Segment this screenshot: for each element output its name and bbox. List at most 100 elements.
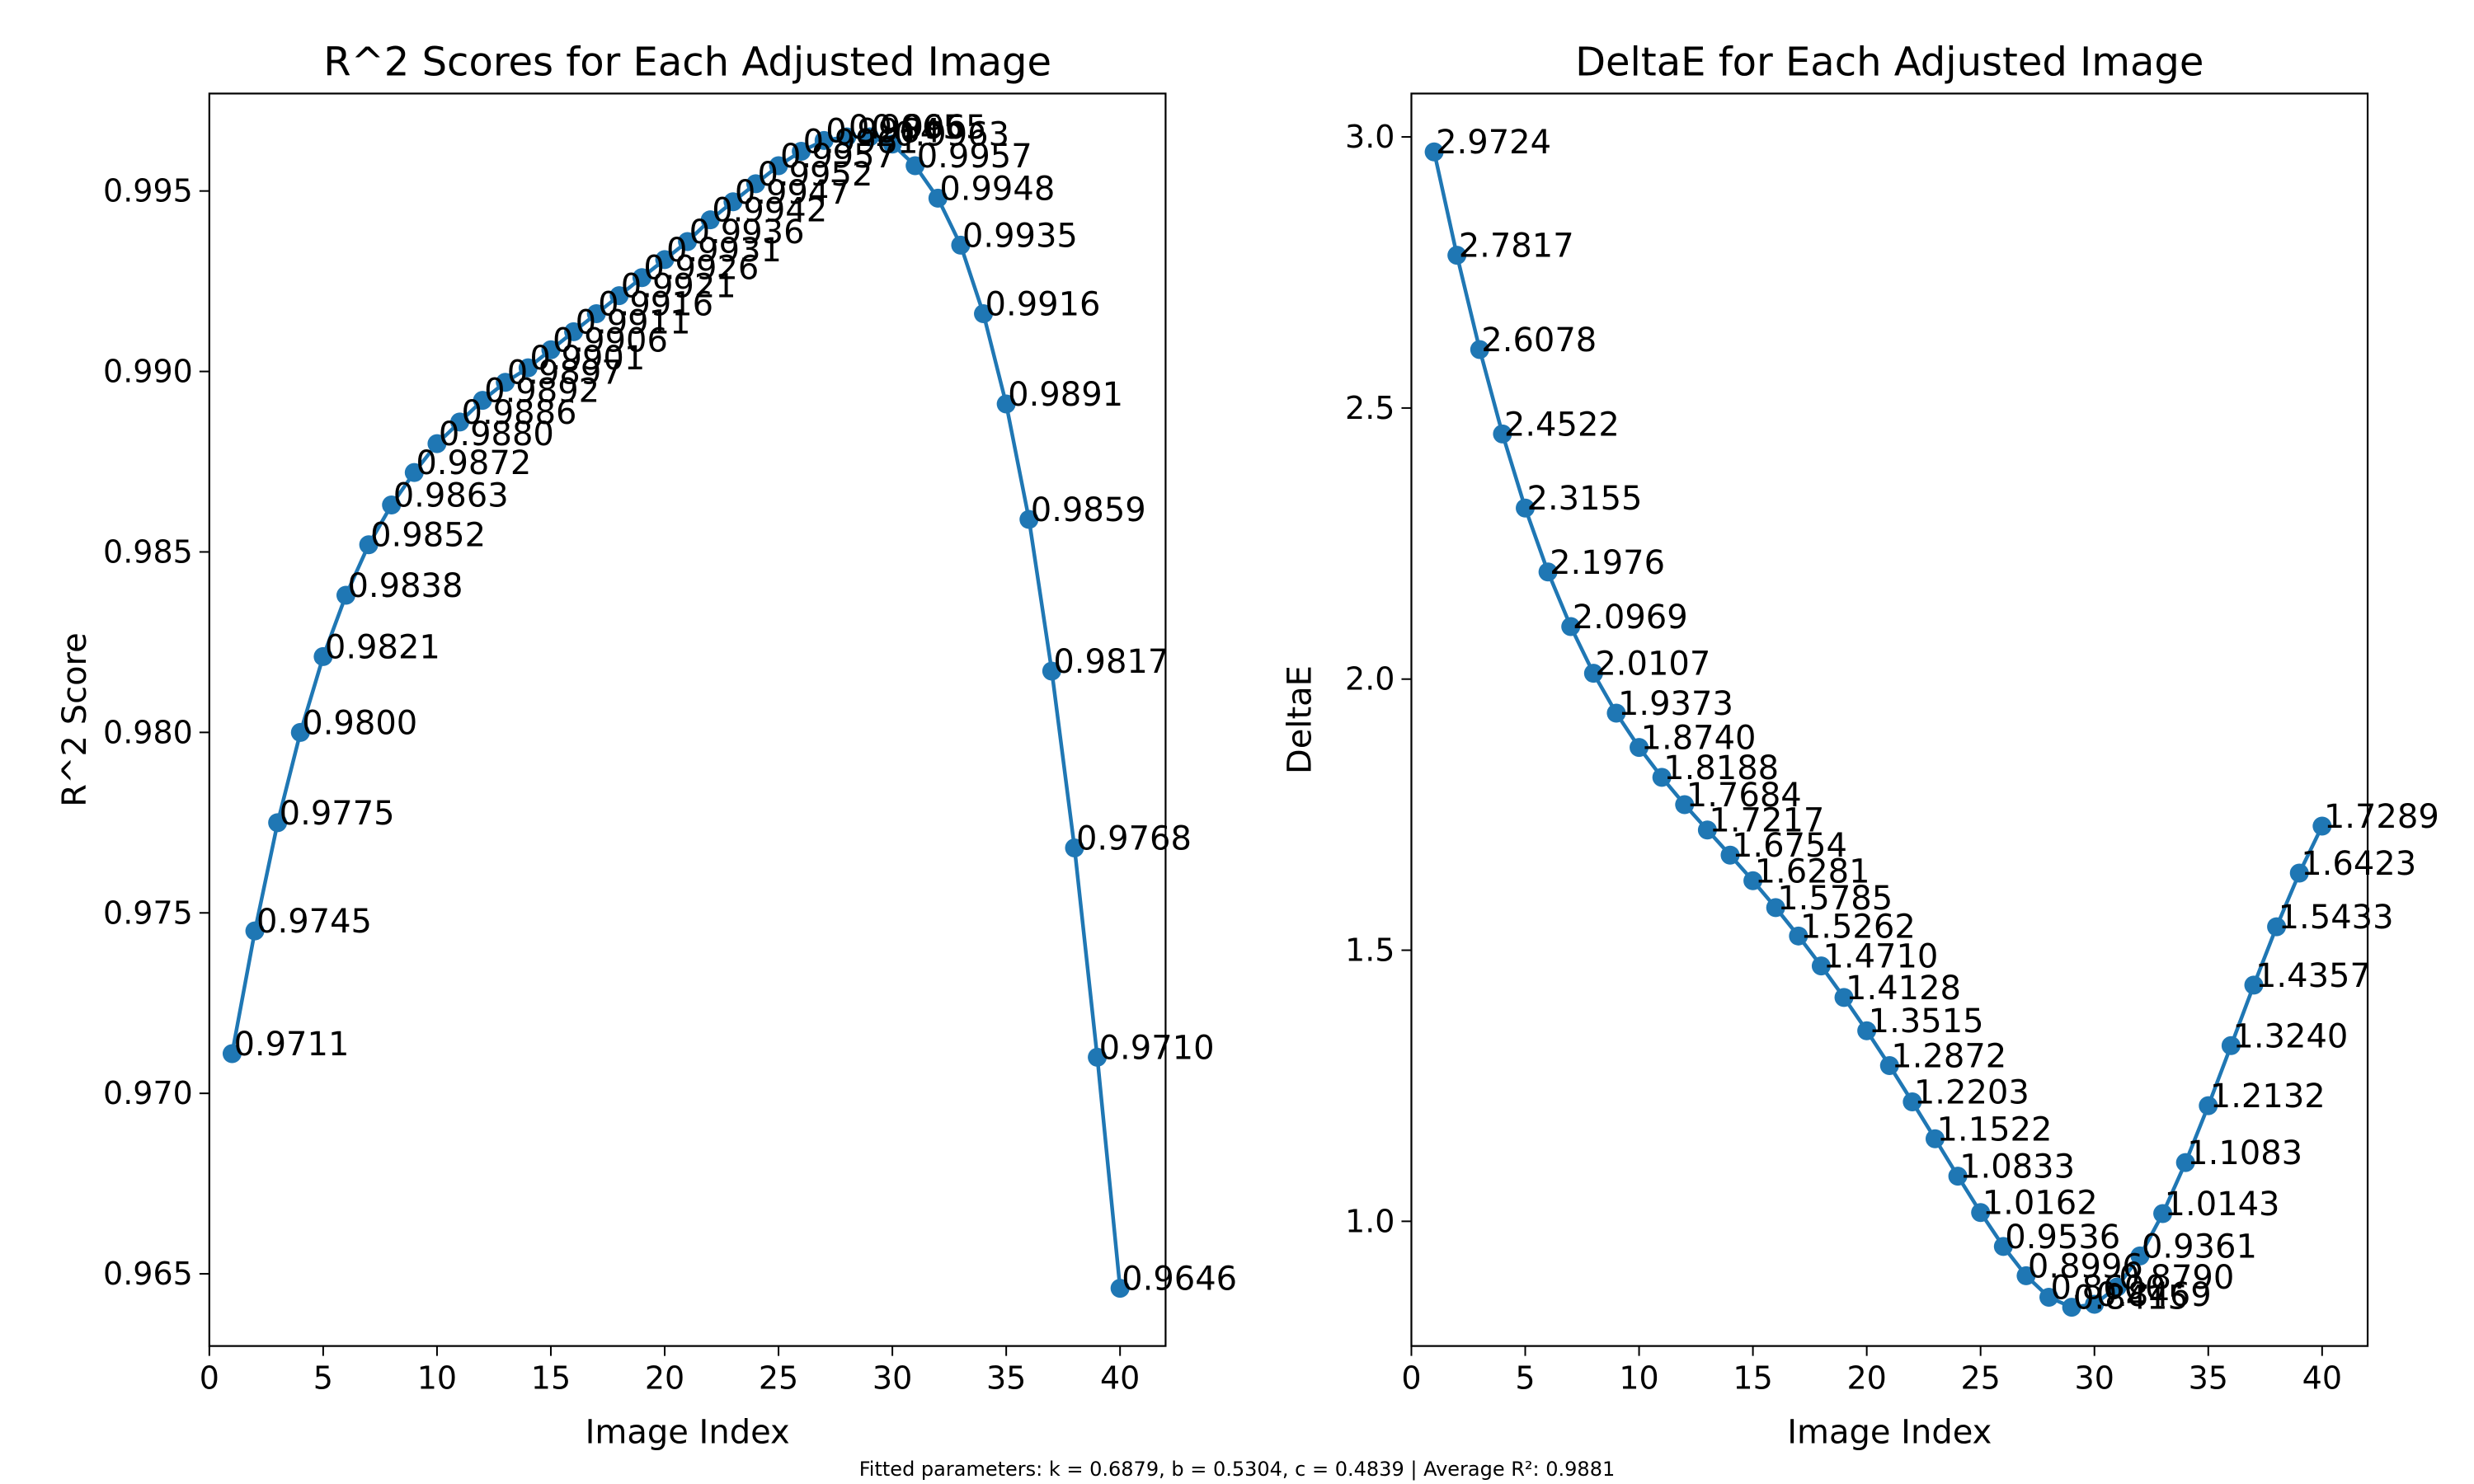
data-point	[859, 127, 879, 147]
x-tick-label: 5	[1515, 1360, 1535, 1397]
y-tick-label: 1.5	[1345, 932, 1395, 969]
data-label: 0.8996	[2028, 1247, 2143, 1285]
data-label: 0.8790	[2119, 1259, 2234, 1297]
data-point	[1630, 738, 1649, 758]
data-point	[996, 394, 1016, 414]
y-tick-label: 0.990	[103, 354, 193, 390]
data-label: 1.5785	[1777, 880, 1893, 918]
data-point	[2175, 1153, 2195, 1172]
data-label: 0.9745	[256, 903, 372, 941]
data-label: 1.2872	[1891, 1037, 2006, 1075]
x-tick-label: 35	[2189, 1360, 2228, 1397]
series-line	[230, 134, 1122, 1289]
data-label: 0.9838	[347, 567, 463, 605]
data-label: 0.9926	[643, 250, 759, 288]
data-point	[1583, 664, 1603, 683]
data-point	[655, 250, 675, 270]
data-label: 1.0162	[1982, 1185, 2098, 1223]
data-label: 0.9859	[1031, 491, 1146, 529]
x-tick-label: 0	[200, 1360, 219, 1397]
data-label: 0.9916	[985, 286, 1101, 324]
data-point	[473, 391, 492, 411]
data-label: 2.4522	[1504, 406, 1620, 444]
axes-frame	[208, 92, 1167, 1347]
data-label: 0.9936	[689, 214, 805, 251]
data-point	[1720, 845, 1740, 865]
data-point	[928, 188, 948, 208]
data-label: 0.9965	[849, 109, 964, 147]
data-label: 0.9872	[416, 444, 531, 482]
data-label: 0.9646	[1122, 1261, 1237, 1298]
data-point	[427, 434, 447, 453]
data-point	[1675, 795, 1695, 815]
data-label: 0.9892	[484, 373, 600, 411]
fitted-parameters-footer: Fitted parameters: k = 0.6879, b = 0.530…	[859, 1458, 1616, 1481]
data-point	[586, 304, 606, 324]
data-point	[382, 495, 402, 515]
data-point	[2130, 1246, 2150, 1266]
data-point	[974, 304, 994, 324]
x-tick-label: 40	[2302, 1360, 2342, 1397]
data-point	[1447, 246, 1467, 265]
data-label: 0.9965	[871, 109, 986, 147]
data-label: 0.9817	[1053, 643, 1169, 681]
x-tick-label: 30	[872, 1360, 912, 1397]
data-label: 1.1522	[1936, 1111, 2052, 1148]
y-tick-label: 0.985	[103, 533, 193, 570]
data-point	[1088, 1047, 1108, 1067]
data-point	[450, 412, 470, 432]
data-point	[2039, 1287, 2059, 1307]
data-point	[1903, 1092, 1922, 1111]
y-tick-label: 2.0	[1345, 661, 1395, 697]
data-label: 1.9373	[1618, 685, 1733, 723]
data-label: 0.9710	[1099, 1029, 1215, 1067]
data-point	[1110, 1279, 1130, 1298]
data-label: 0.9800	[302, 704, 417, 742]
data-label: 1.4357	[2255, 957, 2371, 995]
data-label: 0.8415	[2073, 1280, 2189, 1317]
data-point	[1470, 340, 1489, 359]
data-point	[905, 156, 925, 176]
data-point	[769, 156, 788, 176]
data-point	[1834, 988, 1854, 1007]
data-point	[1925, 1129, 1945, 1148]
data-label: 0.9948	[939, 170, 1055, 208]
data-label: 0.8469	[2096, 1276, 2212, 1314]
data-point	[2016, 1266, 2036, 1285]
x-axis-label: Image Index	[586, 1414, 790, 1452]
data-point	[541, 340, 561, 359]
data-label: 1.2203	[1914, 1073, 2030, 1111]
x-tick-label: 30	[2075, 1360, 2114, 1397]
data-label: 0.9886	[462, 394, 577, 432]
data-label: 2.9724	[1436, 124, 1551, 162]
data-label: 0.9931	[666, 232, 782, 270]
x-tick-label: 10	[417, 1360, 457, 1397]
data-label: 2.3155	[1527, 480, 1643, 518]
data-point	[1789, 926, 1808, 946]
data-point	[290, 722, 310, 742]
data-point	[1697, 820, 1717, 840]
data-label: 0.9957	[780, 138, 896, 176]
data-point	[678, 232, 698, 251]
data-label: 1.5262	[1800, 908, 1916, 946]
data-label: 1.3240	[2232, 1017, 2348, 1055]
data-label: 0.9711	[233, 1026, 349, 1064]
data-point	[745, 174, 765, 194]
data-point	[2199, 1096, 2218, 1115]
data-point	[609, 286, 629, 306]
data-label: 1.2132	[2210, 1078, 2326, 1115]
data-point	[632, 268, 651, 288]
data-label: 0.9775	[280, 795, 395, 833]
data-point	[2289, 863, 2309, 883]
data-point	[1493, 424, 1512, 444]
data-label: 1.6754	[1732, 827, 1847, 865]
data-label: 0.9852	[370, 517, 486, 555]
data-point	[313, 646, 333, 666]
data-label: 0.8600	[2051, 1269, 2166, 1307]
data-point	[2153, 1204, 2173, 1223]
data-point	[2312, 816, 2332, 836]
data-label: 1.7217	[1709, 802, 1824, 840]
data-point	[268, 813, 288, 833]
data-label: 1.8188	[1663, 749, 1779, 787]
data-label: 1.7289	[2324, 798, 2439, 836]
